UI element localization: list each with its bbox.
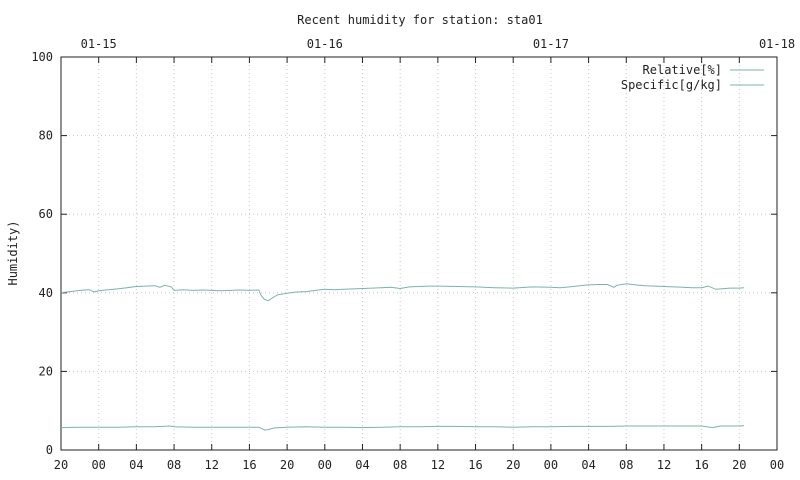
x-tick-label: 00 <box>91 458 105 472</box>
x-tick-label: 04 <box>129 458 143 472</box>
x-tick-label: 12 <box>205 458 219 472</box>
series-layer <box>60 283 745 431</box>
x-tick-label: 08 <box>393 458 407 472</box>
y-axis-label: Humidity) <box>6 220 20 285</box>
plot-frame <box>60 56 778 451</box>
y-tick-label: 20 <box>39 364 53 378</box>
x-tick-label: 20 <box>506 458 520 472</box>
y-tick-label: 60 <box>39 207 53 221</box>
x-tick-label: 08 <box>167 458 181 472</box>
top-date-label: 01-17 <box>533 37 569 51</box>
y-tick-label: 80 <box>39 129 53 143</box>
x-tick-label: 16 <box>694 458 708 472</box>
x-tick-label: 20 <box>54 458 68 472</box>
series-line-2 <box>60 425 745 431</box>
x-tick-label: 08 <box>619 458 633 472</box>
x-tick-label: 04 <box>581 458 595 472</box>
series-line-1 <box>60 283 745 302</box>
y-tick-label: 0 <box>46 443 53 457</box>
legend: Relative[%]Specific[g/kg] <box>621 63 764 92</box>
y-tick-label: 40 <box>39 286 53 300</box>
top-date-label: 01-15 <box>81 37 117 51</box>
top-date-label: 01-18 <box>759 37 795 51</box>
x-tick-label: 20 <box>732 458 746 472</box>
x-tick-label: 20 <box>280 458 294 472</box>
x-tick-label: 00 <box>318 458 332 472</box>
x-tick-label: 12 <box>431 458 445 472</box>
x-tick-label: 16 <box>242 458 256 472</box>
x-tick-label: 12 <box>657 458 671 472</box>
legend-label: Specific[g/kg] <box>621 78 722 92</box>
grid <box>61 57 777 450</box>
legend-label: Relative[%] <box>643 63 722 77</box>
ticks: 20 00 04 08 12 16 20 00 04 08 12 16 20 00 04 08 12 16 20 00… <box>31 37 795 472</box>
y-tick-label: 100 <box>31 50 53 64</box>
x-tick-label: 04 <box>355 458 369 472</box>
x-tick-label: 00 <box>770 458 784 472</box>
top-date-label: 01-16 <box>307 37 343 51</box>
chart-title: Recent humidity for station: sta01 <box>297 13 543 27</box>
x-tick-label: 16 <box>468 458 482 472</box>
x-tick-label: 00 <box>544 458 558 472</box>
